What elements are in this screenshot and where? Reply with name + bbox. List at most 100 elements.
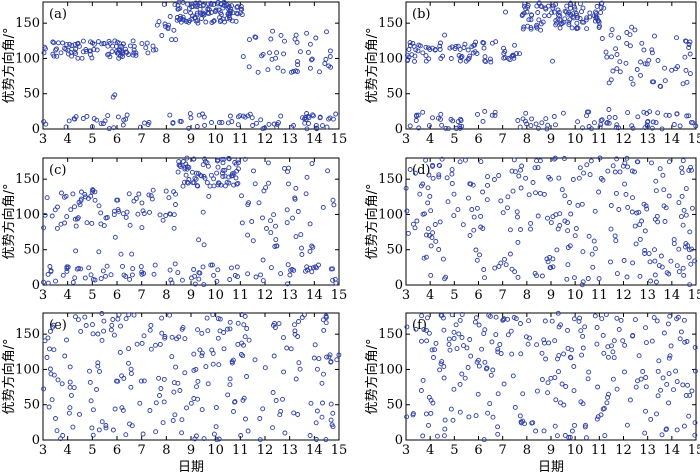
data-point [188, 115, 194, 121]
data-point [119, 405, 125, 411]
data-point [580, 279, 586, 285]
data-point [580, 249, 586, 255]
data-point [629, 168, 635, 174]
data-point [435, 115, 441, 121]
data-point [205, 381, 211, 387]
data-point [648, 278, 654, 284]
data-point [324, 29, 329, 35]
data-point [177, 388, 183, 393]
data-point [566, 22, 572, 27]
data-point [245, 113, 251, 119]
data-point [333, 280, 339, 286]
data-point [430, 230, 436, 236]
x-tick-label: 12 [615, 132, 632, 147]
data-point [683, 212, 689, 218]
data-point [526, 192, 532, 198]
data-point [42, 338, 48, 344]
data-point [426, 394, 432, 400]
data-point [438, 312, 444, 318]
data-point [456, 53, 462, 58]
data-point [687, 282, 693, 288]
data-point [604, 400, 610, 406]
data-point [294, 39, 300, 45]
data-point [513, 316, 519, 322]
data-point [669, 67, 675, 73]
data-point [276, 321, 282, 327]
data-point [487, 401, 493, 407]
data-point [638, 376, 644, 382]
data-point [186, 125, 192, 131]
data-point [656, 263, 662, 269]
data-point [106, 38, 112, 44]
data-point [307, 221, 313, 227]
data-point [235, 160, 241, 166]
data-point [692, 368, 698, 374]
data-point [194, 384, 199, 390]
data-point [285, 281, 290, 287]
data-point [415, 112, 421, 118]
y-axis-title: 优势方向角/° [1, 339, 17, 415]
data-point [146, 119, 152, 125]
data-point [241, 322, 247, 328]
data-point [520, 26, 526, 32]
x-tick-label: 7 [499, 132, 507, 147]
data-point [154, 22, 160, 28]
data-point [668, 343, 674, 349]
data-point [616, 327, 622, 332]
data-point [483, 366, 489, 372]
data-point [88, 272, 94, 278]
data-point [197, 347, 203, 353]
data-point [518, 227, 523, 232]
data-point [242, 334, 248, 340]
data-point [576, 175, 582, 181]
data-point [58, 50, 64, 56]
data-point [92, 197, 98, 203]
data-point [105, 52, 111, 58]
y-tick-label: 50 [386, 243, 403, 258]
data-point [167, 267, 173, 273]
data-point [518, 321, 523, 326]
data-point [583, 422, 588, 428]
scatter-series [41, 0, 339, 132]
data-point [679, 170, 685, 176]
data-point [64, 264, 70, 270]
x-tick-label: 5 [88, 132, 96, 147]
data-point [276, 120, 281, 126]
x-tick-label: 8 [523, 132, 531, 147]
data-point [321, 327, 327, 333]
data-point [655, 219, 661, 225]
data-point [98, 276, 104, 282]
data-point [442, 417, 448, 423]
data-point [434, 433, 440, 439]
data-point [525, 23, 531, 29]
data-point [480, 118, 486, 124]
data-point [173, 202, 178, 207]
data-point [148, 322, 154, 328]
data-point [690, 120, 696, 126]
x-axis-title: 日期 [538, 460, 564, 475]
data-point [163, 213, 169, 218]
data-point [471, 227, 477, 233]
data-point [194, 10, 200, 16]
data-point [544, 126, 550, 132]
data-point [545, 122, 551, 128]
data-point [161, 1, 167, 7]
data-point [94, 47, 100, 53]
data-point [88, 398, 94, 404]
data-point [127, 421, 132, 427]
data-point [550, 58, 555, 64]
data-point [442, 426, 448, 432]
data-point [66, 118, 72, 124]
data-point [103, 215, 109, 221]
data-point [480, 189, 486, 195]
data-point [249, 219, 255, 224]
data-point [246, 337, 252, 343]
data-point [163, 188, 169, 194]
data-point [201, 242, 207, 248]
data-point [55, 204, 60, 210]
data-point [98, 221, 104, 227]
data-point [623, 191, 629, 197]
data-point [55, 40, 61, 46]
data-point [201, 2, 207, 8]
data-point [233, 175, 239, 181]
